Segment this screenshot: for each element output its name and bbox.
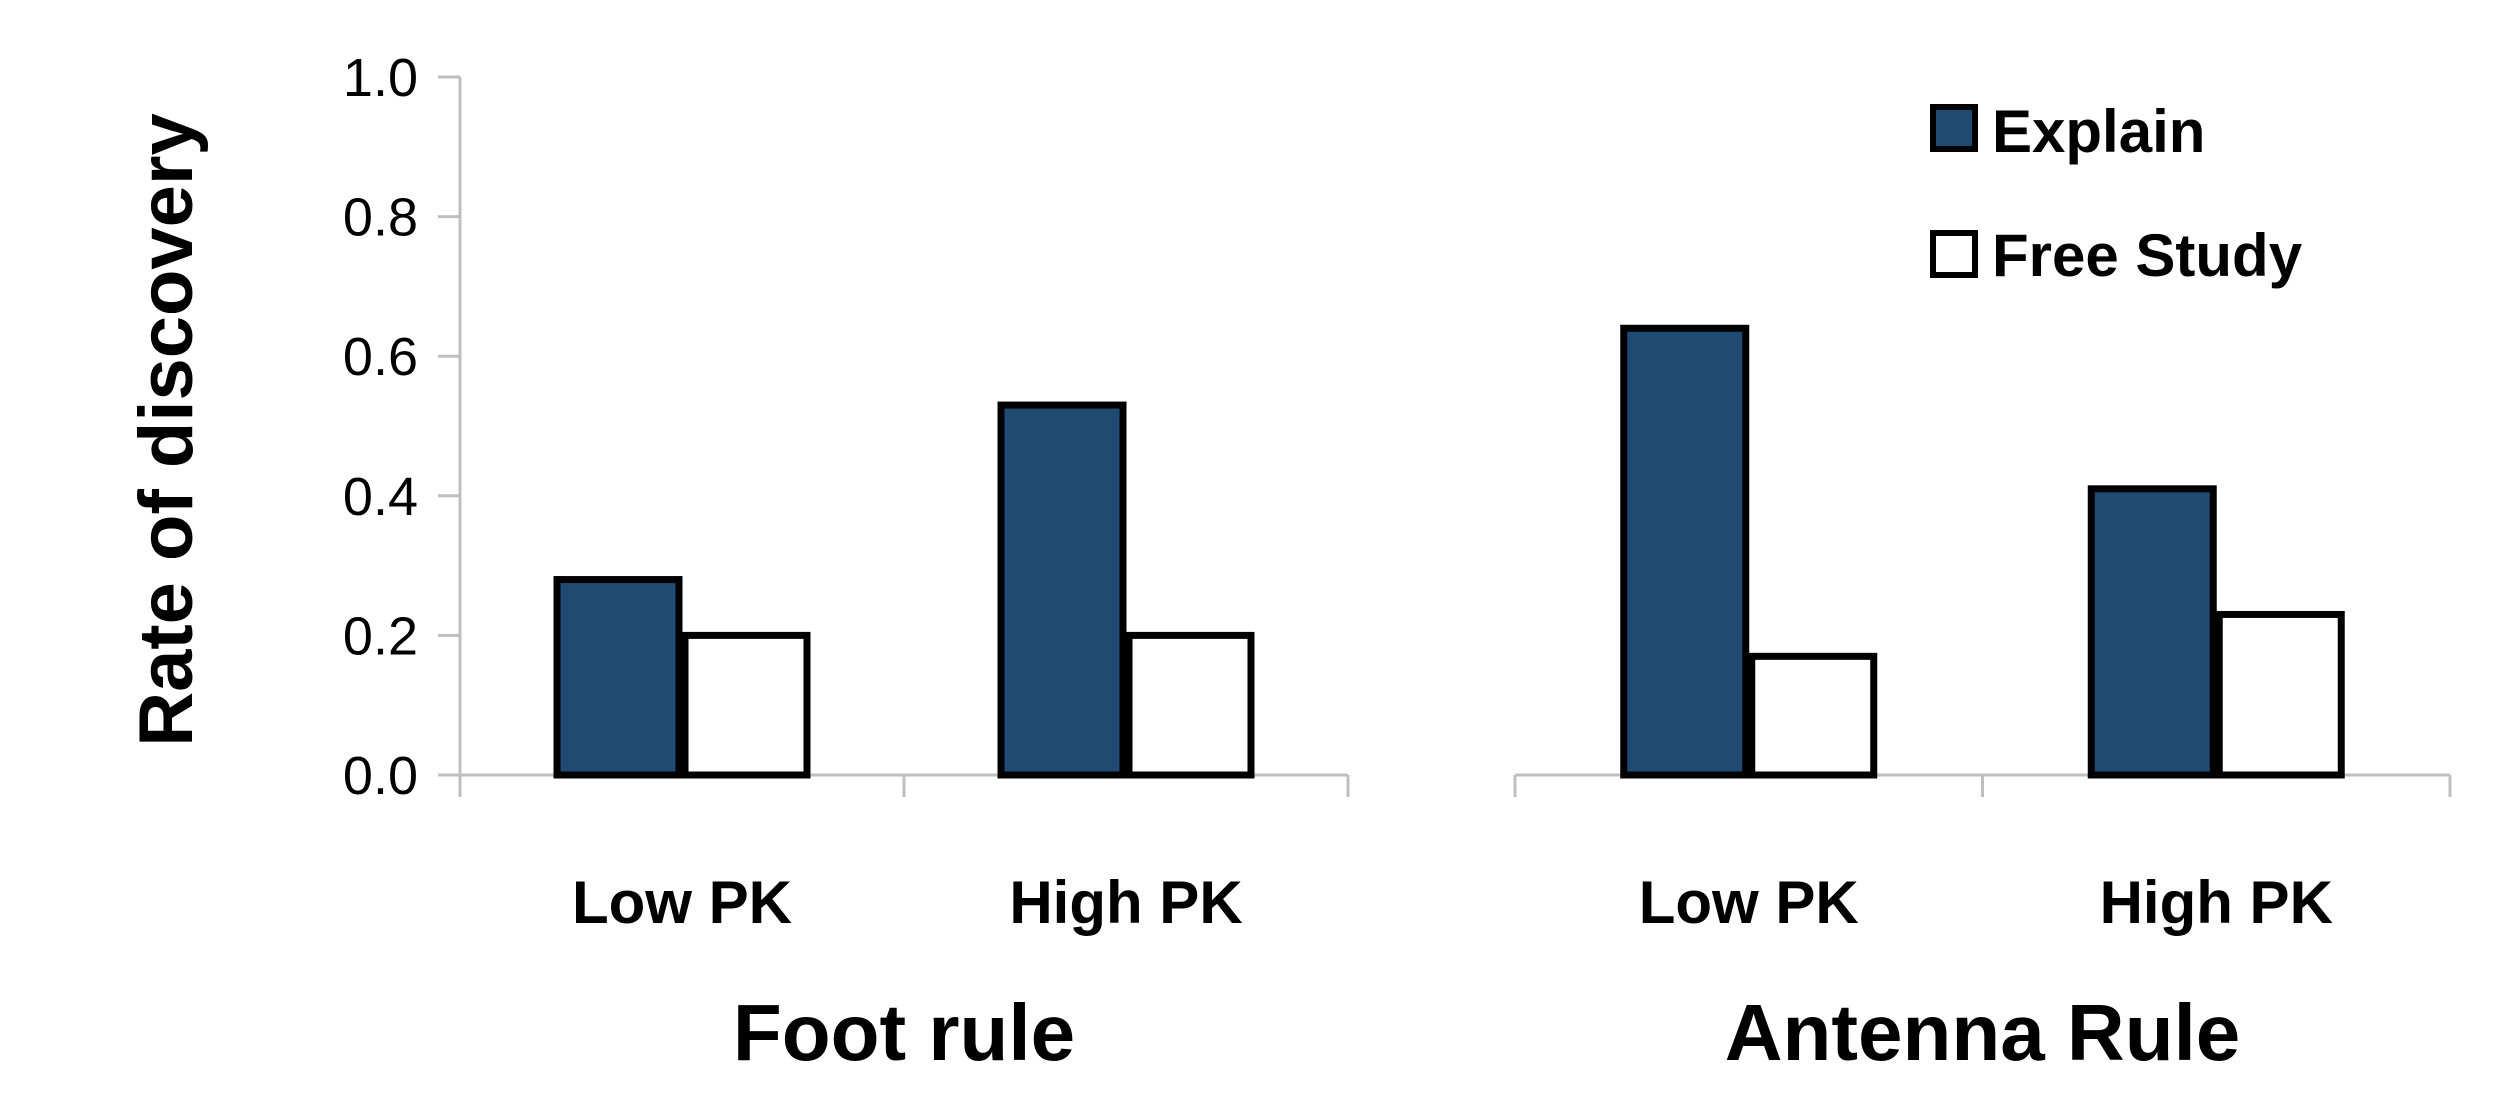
bar-explain (2087, 485, 2217, 779)
y-tick-label: 0.2 (343, 606, 418, 666)
x-category-label: Low PK (1639, 869, 1859, 936)
legend-label-explain: Explain (1992, 98, 2205, 165)
y-tick-label: 0.8 (343, 188, 418, 248)
labels-layer: 0.0 0.2 0.4 0.6 0.8 1.0 Low PK High PK Foot rule… (343, 48, 2333, 1077)
bar-free-study (2215, 610, 2345, 779)
y-tick-label: 0.6 (343, 327, 418, 387)
bars-layer (553, 324, 2345, 779)
group-label: Foot rule (733, 988, 1075, 1077)
y-tick-label: 0.0 (343, 746, 418, 806)
bar-explain (1620, 324, 1750, 779)
group-label: Antenna Rule (1725, 988, 2241, 1077)
legend: Explain Free Study (1930, 98, 2303, 289)
y-tick-label: 0.4 (343, 467, 418, 527)
bar-explain (997, 401, 1127, 779)
legend-swatch-free-study (1930, 230, 1978, 278)
bar-free-study (1748, 652, 1878, 779)
legend-label-free-study: Free Study (1992, 222, 2303, 289)
x-category-label: Low PK (572, 869, 792, 936)
legend-swatch-explain (1930, 104, 1978, 152)
bar-free-study (1125, 631, 1255, 779)
y-axis-title: Rate of discovery (124, 113, 209, 747)
bar-free-study (681, 631, 811, 779)
bar-explain (553, 576, 683, 779)
x-category-label: High PK (2100, 869, 2333, 936)
x-category-label: High PK (1009, 869, 1242, 936)
y-tick-label: 1.0 (343, 48, 418, 108)
